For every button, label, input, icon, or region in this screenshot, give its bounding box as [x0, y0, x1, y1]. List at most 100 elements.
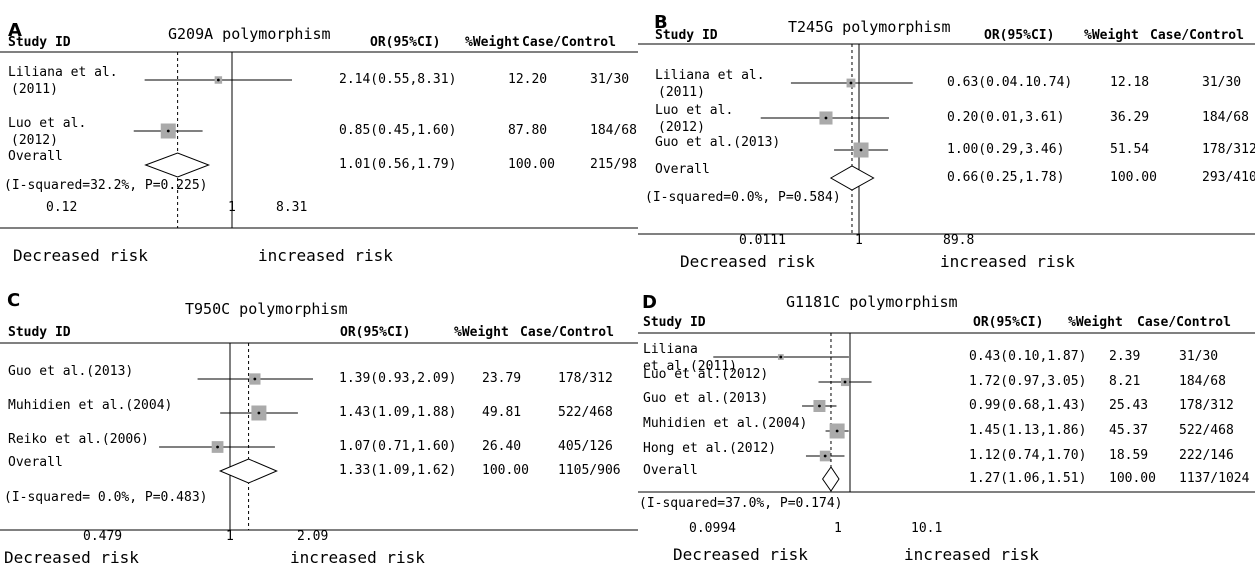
overall-weight: 100.00: [1109, 471, 1156, 486]
tick-label: 10.1: [911, 521, 943, 536]
header-or-ci: OR(95%CI): [984, 28, 1055, 43]
header-study-id: Study ID: [8, 35, 71, 50]
study-label: (2012): [658, 120, 705, 135]
study-point: [253, 377, 257, 381]
study-or-ci: 0.20(0.01,3.61): [947, 110, 1065, 125]
overall-diamond: [821, 466, 840, 492]
study-label: Muhidien et al.(2004): [8, 398, 173, 413]
study-point: [823, 454, 827, 458]
x-label-increased: increased risk: [290, 548, 425, 567]
overall-label: Overall: [655, 162, 710, 177]
x-label-decreased: Decreased risk: [680, 252, 815, 271]
x-label-decreased: Decreased risk: [4, 548, 139, 567]
forest-panel-a: A G209A polymorphism Study ID OR(95%CI) %W…: [0, 0, 638, 283]
overall-label: Overall: [8, 455, 63, 470]
overall-case-control: 215/98: [590, 157, 637, 172]
study-or-ci: 1.00(0.29,3.46): [947, 142, 1065, 157]
study-weight: 49.81: [482, 405, 522, 420]
overall-weight: 100.00: [482, 463, 529, 478]
study-case-control: 31/30: [1179, 349, 1219, 364]
panel-label: D: [642, 292, 657, 313]
tick-label: 0.479: [83, 529, 123, 544]
study-label: Guo et al.(2013): [643, 391, 769, 406]
header-weight: %Weight: [1068, 315, 1123, 330]
study-point: [843, 380, 847, 384]
study-weight: 87.80: [508, 123, 548, 138]
chart-title: T950C polymorphism: [185, 300, 348, 318]
overall-label: Overall: [643, 463, 698, 478]
study-or-ci: 1.43(1.09,1.88): [339, 405, 457, 420]
tick-label: 2.09: [297, 529, 329, 544]
study-case-control: 178/312: [1202, 142, 1255, 157]
study-label: (2011): [11, 82, 58, 97]
header-or-ci: OR(95%CI): [973, 315, 1044, 330]
tick-label: 1: [855, 233, 863, 248]
study-weight: 18.59: [1109, 448, 1149, 463]
header-or-ci: OR(95%CI): [370, 35, 441, 50]
study-case-control: 178/312: [558, 371, 613, 386]
header-weight: %Weight: [454, 325, 509, 340]
study-label: Luo et al.: [8, 116, 87, 131]
heterogeneity-note: (I-squared=37.0%, P=0.174): [639, 496, 843, 511]
study-case-control: 405/126: [558, 439, 613, 454]
header-weight: %Weight: [465, 35, 520, 50]
overall-label: Overall: [8, 149, 63, 164]
study-weight: 51.54: [1110, 142, 1150, 157]
study-case-control: 184/68: [590, 123, 637, 138]
study-or-ci: 1.12(0.74,1.70): [969, 448, 1087, 463]
study-weight: 23.79: [482, 371, 522, 386]
study-case-control: 184/68: [1179, 374, 1226, 389]
chart-title: G1181C polymorphism: [786, 293, 958, 311]
x-label-decreased: Decreased risk: [13, 246, 148, 265]
study-weight: 12.20: [508, 72, 548, 87]
tick-label: 8.31: [276, 200, 308, 215]
x-label-increased: increased risk: [258, 246, 393, 265]
study-label: Hong et al.(2012): [643, 441, 777, 456]
tick-label: 89.8: [943, 233, 975, 248]
x-label-decreased: Decreased risk: [673, 545, 808, 564]
study-point: [216, 445, 219, 449]
study-or-ci: 1.72(0.97,3.05): [969, 374, 1087, 389]
study-point: [849, 81, 853, 85]
x-label-increased: increased risk: [904, 545, 1039, 564]
study-weight: 45.37: [1109, 423, 1149, 438]
study-point: [824, 116, 828, 120]
study-case-control: 522/468: [1179, 423, 1234, 438]
panel-c-plot: [0, 342, 638, 531]
forest-panel-d: D G1181C polymorphism Study ID OR(95%CI)%…: [638, 283, 1255, 565]
tick-label: 1: [834, 521, 842, 536]
heterogeneity-note: (I-squared= 0.0%, P=0.483): [4, 490, 208, 505]
study-case-control: 178/312: [1179, 398, 1234, 413]
study-point: [216, 78, 220, 82]
study-or-ci: 0.63(0.04.10.74): [947, 75, 1073, 90]
x-label-increased: increased risk: [940, 252, 1075, 271]
study-weight: 8.21: [1109, 374, 1141, 389]
header-or-ci: OR(95%CI): [340, 325, 411, 340]
study-label: Luo et al.(2012): [643, 367, 769, 382]
study-point: [859, 148, 863, 152]
study-label: et al.(2011): [643, 359, 737, 374]
overall-case-control: 293/410: [1202, 170, 1255, 185]
heterogeneity-note: (I-squared=0.0%, P=0.584): [645, 190, 841, 205]
study-case-control: 31/30: [1202, 75, 1242, 90]
study-weight: 2.39: [1109, 349, 1141, 364]
study-or-ci: 0.99(0.68,1.43): [969, 398, 1087, 413]
study-point: [835, 429, 839, 433]
overall-weight: 100.00: [1110, 170, 1157, 185]
forest-panel-c: C T950C polymorphism Study ID OR(95%CI) %W…: [0, 283, 638, 567]
heterogeneity-note: (I-squared=32.2%, P=0.225): [4, 178, 208, 193]
tick-label: 0.12: [46, 200, 78, 215]
header-study-id: Study ID: [643, 315, 706, 330]
header-case-control: Case/Control: [520, 325, 614, 340]
chart-title: G209A polymorphism: [168, 25, 331, 43]
study-label: Muhidien et al.(2004): [643, 416, 808, 431]
study-label: Liliana et al.: [655, 68, 765, 83]
panel-label: B: [654, 12, 668, 33]
panel-b-plot: [638, 43, 1255, 235]
tick-label: 1: [228, 200, 236, 215]
study-weight: 25.43: [1109, 398, 1149, 413]
header-case-control: Case/Control: [522, 35, 616, 50]
study-point: [779, 355, 783, 359]
tick-label: 0.0994: [689, 521, 736, 536]
header-case-control: Case/Control: [1137, 315, 1231, 330]
